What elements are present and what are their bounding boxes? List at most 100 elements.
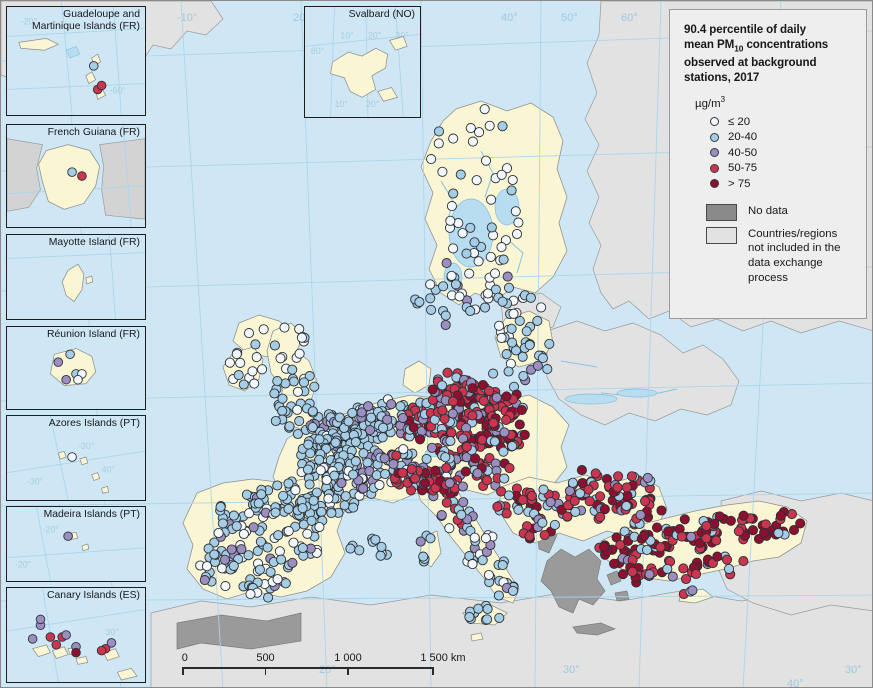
station-point (228, 560, 239, 571)
inset-map-azores: -30° 40° -30° (7, 416, 145, 500)
legend-class-label: > 75 (728, 177, 751, 190)
station-point (511, 228, 523, 240)
station-point (274, 546, 285, 557)
station-point (450, 279, 461, 290)
legend-title-line3: observed at background (684, 55, 817, 69)
station-point (498, 254, 509, 265)
station-point (493, 590, 504, 601)
station-point (436, 510, 447, 521)
station-point (651, 522, 663, 533)
svg-text:-60°: -60° (110, 85, 126, 95)
station-point (374, 479, 385, 491)
station-point (678, 563, 689, 574)
station-point (71, 647, 81, 658)
station-point (507, 174, 518, 186)
station-point (354, 545, 365, 556)
station-point (73, 374, 83, 385)
station-point (219, 554, 230, 565)
station-point (379, 453, 390, 464)
station-point (370, 534, 381, 545)
station-point (465, 222, 476, 233)
station-point (35, 614, 46, 625)
station-point (314, 521, 325, 533)
station-point (437, 405, 448, 416)
station-point (238, 379, 249, 390)
station-point (501, 349, 512, 360)
station-point (584, 496, 595, 507)
station-point (290, 485, 301, 496)
station-point (488, 368, 499, 379)
station-point (426, 154, 437, 165)
station-point (516, 405, 527, 416)
station-point (519, 429, 530, 440)
station-point (496, 332, 507, 343)
station-point (496, 242, 507, 253)
station-point (329, 470, 340, 481)
station-point (492, 501, 503, 512)
station-point (201, 561, 213, 572)
station-point (457, 228, 468, 239)
svg-text:30°: 30° (563, 664, 580, 676)
svg-text:20°: 20° (366, 99, 379, 109)
legend-class-dot-icon (710, 148, 719, 157)
station-point (377, 432, 388, 443)
station-point (507, 585, 519, 596)
station-point (483, 569, 494, 581)
station-point (228, 510, 239, 521)
station-point (621, 500, 632, 512)
station-point (656, 505, 667, 516)
legend-unit-exponent: 3 (720, 94, 726, 104)
station-point (96, 80, 107, 91)
legend-class-row: 20-40 (710, 131, 854, 143)
station-point (263, 592, 274, 603)
station-point (465, 305, 476, 317)
station-point (304, 371, 315, 382)
station-point (433, 138, 444, 149)
station-point (315, 465, 326, 476)
station-point (524, 531, 535, 542)
station-point (251, 352, 262, 363)
station-point (65, 349, 75, 360)
station-point (437, 166, 448, 177)
station-point (277, 393, 288, 404)
station-point (258, 324, 269, 335)
station-point (371, 470, 382, 481)
station-point (220, 581, 231, 592)
station-point (501, 163, 513, 174)
station-point (488, 417, 499, 429)
station-point (425, 279, 436, 290)
station-point (270, 507, 281, 518)
station-point (216, 563, 228, 574)
station-point (296, 332, 307, 343)
station-point (305, 448, 316, 459)
legend-class-dot-icon (710, 163, 719, 173)
scale-bar-tick (264, 667, 267, 675)
station-point (454, 291, 465, 302)
station-point (304, 479, 315, 490)
station-point (395, 401, 406, 412)
inset-svalbard: 10° 20° 30° 80° 10° 20° Svalbard (NO) (304, 6, 421, 118)
legend-unit-main: µg/m (695, 97, 721, 110)
station-point (316, 506, 327, 517)
station-point (444, 478, 455, 489)
station-point (440, 310, 451, 321)
station-point (358, 483, 369, 494)
station-point (467, 559, 478, 570)
station-point (635, 509, 646, 520)
legend-title-line4: stations, 2017 (684, 71, 760, 85)
station-point (391, 450, 402, 461)
station-point (244, 508, 255, 519)
station-point (388, 459, 399, 470)
station-point (252, 546, 263, 557)
scale-bar-label: 500 (256, 652, 275, 664)
station-point (514, 419, 525, 430)
station-point (795, 518, 806, 529)
station-point (460, 466, 471, 477)
station-point (738, 556, 749, 567)
station-point (544, 338, 555, 349)
station-point (549, 519, 560, 530)
station-point (243, 328, 255, 339)
station-point (307, 422, 318, 433)
station-point (486, 194, 497, 205)
station-point (215, 501, 226, 513)
